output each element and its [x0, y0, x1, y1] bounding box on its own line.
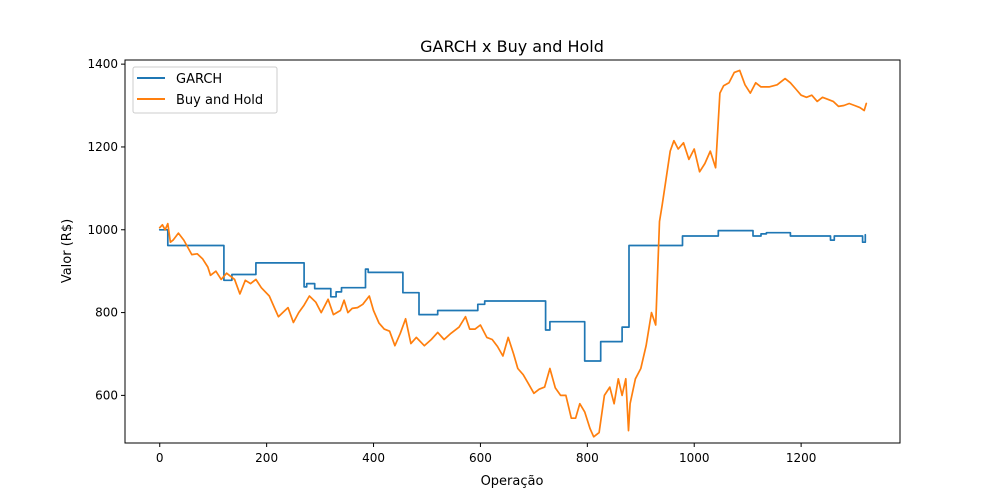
x-tick-label-800: 800	[576, 451, 599, 465]
y-tick-label-1000: 1000	[87, 223, 118, 237]
x-axis-label: Operação	[481, 474, 544, 489]
series-line-garch	[158, 228, 867, 362]
legend-label-garch: GARCH	[176, 72, 222, 87]
y-tick-label-800: 800	[95, 306, 118, 320]
y-axis: 600 800 1000 1200 1400	[87, 57, 125, 402]
x-tick-label-0: 0	[156, 451, 164, 465]
legend-box	[132, 66, 278, 114]
x-tick-label-1000: 1000	[679, 451, 710, 465]
y-tick-label-1400: 1400	[87, 57, 118, 71]
y-tick-label-1200: 1200	[87, 140, 118, 154]
x-tick-label-600: 600	[469, 451, 492, 465]
x-axis: 0 200 400 600 800 1000 1200	[156, 443, 816, 465]
x-tick-label-400: 400	[362, 451, 385, 465]
series-line-buy-and-hold	[158, 69, 868, 438]
series-layer	[158, 69, 868, 438]
x-tick-label-1200: 1200	[786, 451, 817, 465]
legend: GARCH Buy and Hold	[132, 66, 278, 114]
x-tick-label-200: 200	[255, 451, 278, 465]
plot-area	[124, 59, 901, 444]
chart-title: GARCH x Buy and Hold	[420, 37, 604, 56]
legend-label-buy-and-hold: Buy and Hold	[176, 93, 263, 108]
y-tick-label-600: 600	[95, 388, 118, 402]
y-axis-label: Valor (R$)	[60, 219, 75, 283]
